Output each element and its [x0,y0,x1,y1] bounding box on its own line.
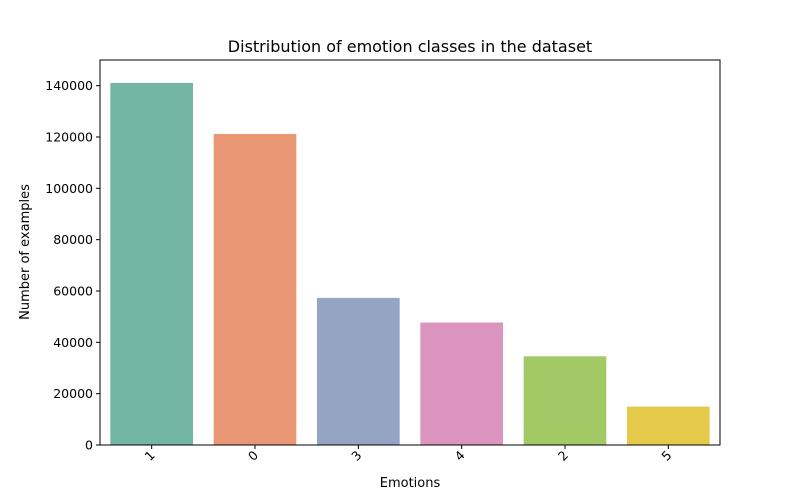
x-axis: 1 0 3 4 2 5 [142,445,674,464]
chart-title: Distribution of emotion classes in the d… [228,37,592,56]
x-tick-label: 2 [555,448,571,464]
x-tick-label: 1 [142,448,158,464]
x-axis-label: Emotions [380,476,441,491]
x-tick-label: 3 [348,448,364,464]
y-tick-label: 80000 [53,232,93,247]
bar-5 [627,406,710,445]
y-tick-label: 40000 [53,335,93,350]
bar-4 [420,322,503,445]
y-tick-label: 140000 [45,78,93,93]
y-axis-label: Number of examples [18,184,33,320]
y-tick-label: 60000 [53,284,93,299]
bars-group [110,82,710,445]
y-tick-label: 100000 [45,181,93,196]
x-tick-label: 4 [452,447,468,463]
plot-frame [99,59,721,446]
x-tick-label: 0 [245,447,261,463]
bar-3 [317,297,400,445]
bar-1 [110,82,193,445]
y-tick-label: 20000 [53,386,93,401]
bar-2 [523,356,607,445]
bar-0 [213,133,297,445]
x-tick-label: 5 [658,448,674,464]
y-axis: 0 20000 40000 60000 80000 100000 120000 140000 [45,78,100,453]
y-tick-label: 120000 [45,130,93,145]
y-tick-label: 0 [85,438,93,453]
